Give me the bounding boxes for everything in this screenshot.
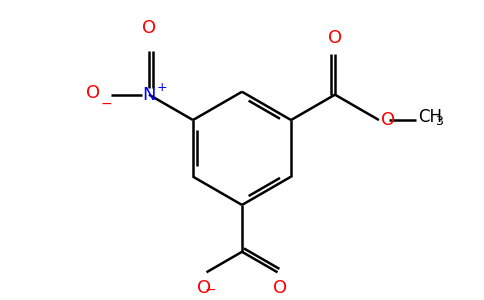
Text: +: + [157,81,167,94]
Text: N: N [142,86,156,104]
Text: O: O [328,29,342,47]
Text: O: O [381,111,395,129]
Text: O: O [142,19,156,37]
Text: CH: CH [418,108,442,126]
Text: O: O [273,279,287,297]
Text: O: O [197,279,211,297]
Text: −: − [101,96,112,110]
Text: −: − [205,283,216,297]
Text: 3: 3 [436,116,443,128]
Text: O: O [86,84,100,102]
